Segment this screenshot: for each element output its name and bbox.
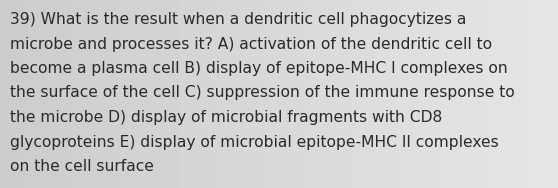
Text: the surface of the cell C) suppression of the immune response to: the surface of the cell C) suppression o… xyxy=(10,86,514,101)
Text: 39) What is the result when a dendritic cell phagocytizes a: 39) What is the result when a dendritic … xyxy=(10,12,466,27)
Text: become a plasma cell B) display of epitope-MHC I complexes on: become a plasma cell B) display of epito… xyxy=(10,61,508,76)
Text: glycoproteins E) display of microbial epitope-MHC II complexes: glycoproteins E) display of microbial ep… xyxy=(10,134,499,149)
Text: microbe and processes it? A) activation of the dendritic cell to: microbe and processes it? A) activation … xyxy=(10,36,492,52)
Text: the microbe D) display of microbial fragments with CD8: the microbe D) display of microbial frag… xyxy=(10,110,442,125)
Text: on the cell surface: on the cell surface xyxy=(10,159,154,174)
